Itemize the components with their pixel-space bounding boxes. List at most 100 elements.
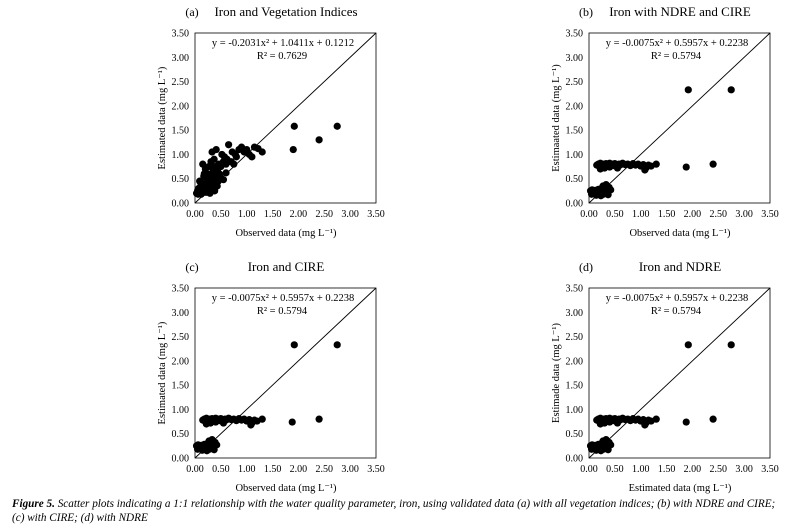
y-tick-label: 3.00 [566,53,584,64]
y-tick-label: 2.50 [172,77,190,88]
y-tick-label: 2.00 [172,356,190,367]
data-point [315,136,323,144]
data-point [613,419,622,427]
y-tick-label: 1.00 [566,150,584,161]
data-point [727,341,735,349]
x-tick-label: 2.50 [316,464,334,475]
x-tick-label: 3.00 [735,464,753,475]
data-point [212,145,220,154]
y-tick-label: 3.50 [172,284,190,295]
r-squared-value: R² = 0.7629 [257,51,307,62]
y-tick-label: 0.50 [172,429,190,440]
x-tick-label: 0.00 [186,209,204,220]
x-tick-label: 0.00 [580,209,598,220]
data-point [606,418,614,426]
data-point [333,341,341,349]
data-point [258,415,266,423]
y-tick-label: 0.00 [566,199,584,210]
data-point [225,141,233,149]
x-tick-label: 1.00 [238,209,256,220]
y-tick-label: 1.00 [566,405,584,416]
data-point [211,187,219,195]
scatter-plot-d: 0.00 0.50 1.00 1.50 2.00 2.50 3.00 3.50 0.00 0.50… [551,259,779,494]
plot-frame [588,32,771,204]
chart-title: Iron with NDRE and CIRE [609,4,751,19]
scatter-panel-d: 0.00 0.50 1.00 1.50 2.00 2.50 3.00 3.50 0.00 0.50… [394,255,788,510]
data-point [258,148,266,156]
data-point [641,421,649,429]
data-point [288,418,296,426]
y-tick-label: 2.00 [172,101,190,112]
y-tick-label: 0.00 [172,454,190,465]
data-point [205,175,214,183]
data-point [682,418,690,426]
r-squared-value: R² = 0.5794 [257,306,308,317]
x-tick-label: 2.50 [316,209,334,220]
y-tick-label: 2.50 [172,332,190,343]
r-squared-value: R² = 0.5794 [651,306,702,317]
scatter-plot-c: 0.00 0.50 1.00 1.50 2.00 2.50 3.00 3.50 0.00 0.50… [157,259,385,494]
x-tick-label: 1.50 [658,464,676,475]
x-tick-label: 3.00 [341,464,359,475]
data-point [333,122,341,130]
panel-label: (d) [579,260,593,274]
data-point [199,182,207,190]
y-tick-label: 0.00 [172,199,190,210]
data-point [682,163,690,171]
r-squared-value: R² = 0.5794 [651,51,702,62]
y-tick-label: 1.50 [566,381,584,392]
x-tick-label: 0.00 [580,464,598,475]
scatter-plot-a: 0.00 0.50 1.00 1.50 2.00 2.50 3.00 3.50 0.00 0.50… [157,4,385,239]
y-tick-label: 2.50 [566,332,584,343]
data-point [289,145,297,154]
y-axis-label: Estimated data (mg L⁻¹) [157,321,168,424]
data-point [290,341,298,349]
x-tick-label: 1.00 [632,464,650,475]
data-point [613,164,622,172]
x-tick-label: 2.50 [710,209,728,220]
one-to-one-line [588,32,771,204]
x-tick-label: 1.50 [658,209,676,220]
x-axis-label: Observed data (mg L⁻¹) [629,228,731,239]
y-tick-label: 0.50 [172,174,190,185]
y-tick-label: 3.50 [566,29,584,40]
x-axis-label: Observed data (mg L⁻¹) [235,228,337,239]
y-tick-label: 2.00 [566,101,584,112]
y-tick-label: 1.50 [172,126,190,137]
x-tick-label: 0.50 [212,209,230,220]
data-point [290,122,298,130]
data-point [232,153,240,161]
data-point [684,341,692,349]
x-tick-label: 2.00 [684,209,702,220]
y-tick-label: 3.50 [566,284,584,295]
scatter-panel-a: 0.00 0.50 1.00 1.50 2.00 2.50 3.00 3.50 0.00 0.50… [0,0,394,255]
regression-equation: y = -0.0075x² + 0.5957x + 0.2238 [606,38,749,49]
figure-caption: Figure 5. Scatter plots indicating a 1:1… [12,497,782,525]
plot-frame [194,32,377,204]
data-point [684,86,692,94]
chart-title: Iron and NDRE [639,259,721,274]
x-tick-label: 3.50 [761,209,779,220]
figure-caption-text: Scatter plots indicating a 1:1 relations… [12,498,776,524]
y-tick-label: 3.50 [172,29,190,40]
x-axis-label: Estimated data (mg L⁻¹) [629,483,732,494]
data-point [219,419,228,427]
regression-equation: y = -0.0075x² + 0.5957x + 0.2238 [212,293,355,304]
data-point [210,446,218,454]
y-axis-label: Estimated data (mg L⁻¹) [157,66,168,169]
data-point [210,155,218,163]
x-tick-label: 1.00 [632,209,650,220]
x-tick-label: 0.50 [606,464,624,475]
y-tick-label: 0.50 [566,429,584,440]
x-tick-label: 0.00 [186,464,204,475]
data-point [604,446,612,454]
x-tick-label: 3.50 [367,209,385,220]
data-point [641,166,649,174]
data-point [315,415,323,423]
panel-label: (a) [185,5,198,19]
data-point [212,418,220,426]
x-tick-label: 3.00 [735,209,753,220]
x-tick-label: 2.00 [290,209,308,220]
data-point [606,163,614,171]
data-point [727,86,735,94]
